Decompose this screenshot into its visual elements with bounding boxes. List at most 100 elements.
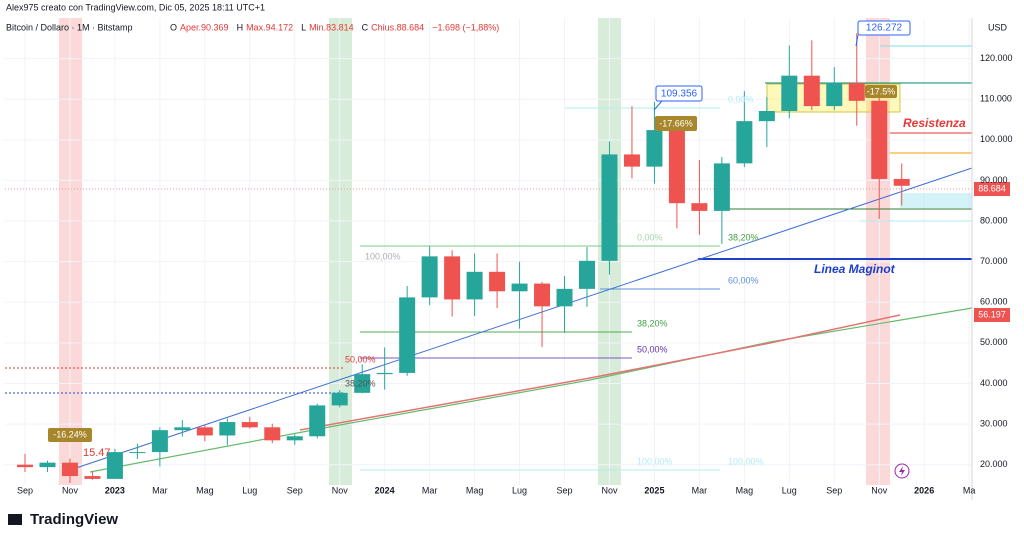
candle-body bbox=[646, 130, 663, 167]
ohlc-item: Chius.88.684 bbox=[371, 22, 424, 32]
candle-body bbox=[241, 422, 258, 428]
candle-body bbox=[264, 427, 281, 441]
candle-body bbox=[579, 260, 595, 289]
fib-label: 100,00% bbox=[728, 456, 764, 466]
fib-label: 38,20% bbox=[637, 318, 668, 328]
labels: Alex975 creato con TradingView.com, Dic … bbox=[6, 2, 1010, 528]
y-tick-label: 70.000 bbox=[980, 256, 1008, 266]
callout-arrow bbox=[855, 34, 859, 47]
fib-label: 100,00% bbox=[365, 251, 401, 261]
x-tick-label: 2023 bbox=[105, 485, 125, 495]
ohlc-legend: O Aper.90.369 H Max.94.172 L Min.83.814 C Chius… bbox=[170, 22, 499, 32]
fib-label: 38,20% bbox=[345, 378, 376, 388]
ohlc-item: Aper.90.369 bbox=[180, 22, 229, 32]
candle-body bbox=[219, 422, 236, 436]
price-tag-text: 56.197 bbox=[978, 309, 1006, 319]
trend-line bbox=[69, 167, 973, 471]
y-tick-label: 60.000 bbox=[980, 297, 1008, 307]
callout-text: -16.24% bbox=[53, 429, 87, 439]
currency: USD bbox=[988, 22, 1008, 32]
y-tick-label: 50.000 bbox=[980, 337, 1008, 347]
maginot-label: Linea Maginot bbox=[814, 262, 896, 276]
low-label: 15.47 bbox=[83, 447, 111, 459]
fib-label: 0,00% bbox=[728, 94, 754, 104]
candle-body bbox=[826, 82, 843, 107]
fib-label: 38,20% bbox=[728, 232, 759, 242]
price-tag-text: 88.684 bbox=[978, 183, 1006, 193]
x-tick-label: Lug bbox=[512, 485, 527, 495]
title: Bitcoin / Dollaro · 1M · Bitstamp bbox=[6, 22, 133, 32]
candle-body bbox=[61, 462, 78, 477]
y-tick-label: 30.000 bbox=[980, 418, 1008, 428]
x-tick-label: Lug bbox=[242, 485, 257, 495]
x-tick-label: Sep bbox=[826, 485, 842, 495]
candle-body bbox=[601, 154, 618, 261]
ohlc-item: C bbox=[362, 22, 369, 32]
resistance-label: Resistenza bbox=[903, 116, 966, 130]
candle-body bbox=[893, 178, 910, 186]
callout bbox=[48, 428, 92, 442]
candle-body bbox=[713, 163, 730, 211]
moving-average bbox=[89, 307, 973, 473]
credit: Alex975 creato con TradingView.com, Dic … bbox=[6, 2, 265, 12]
candle-body bbox=[556, 288, 573, 307]
candle-body bbox=[691, 203, 708, 211]
x-tick-label: Nov bbox=[871, 485, 888, 495]
x-tick-label: 2024 bbox=[375, 485, 395, 495]
fib-label: 0,00% bbox=[637, 232, 663, 242]
y-tick-label: 40.000 bbox=[980, 378, 1008, 388]
candle-body bbox=[623, 154, 640, 167]
candle-body bbox=[399, 297, 416, 373]
callout-text: 109.356 bbox=[661, 89, 698, 100]
candle-body bbox=[286, 436, 303, 441]
x-tick-label: Mag bbox=[736, 485, 754, 495]
y-tick-label: 80.000 bbox=[980, 215, 1008, 225]
y-tick-label: 120.000 bbox=[980, 53, 1013, 63]
y-tick-label: 110.000 bbox=[980, 94, 1012, 104]
grid bbox=[5, 18, 972, 485]
ohlc-item: H bbox=[237, 22, 244, 32]
candle-body bbox=[534, 283, 551, 307]
callout-text: 126.272 bbox=[866, 23, 903, 34]
candle-body bbox=[129, 452, 146, 454]
callout bbox=[655, 85, 703, 102]
candle-body bbox=[736, 121, 753, 164]
candles bbox=[17, 33, 910, 484]
ohlc-item: −1.698 (−1,88%) bbox=[432, 22, 499, 32]
x-tick-label: Sep bbox=[17, 485, 33, 495]
x-tick-label: Mar bbox=[692, 485, 708, 495]
y-tick-label: 90.000 bbox=[980, 175, 1008, 185]
x-tick-label: Mar bbox=[422, 485, 438, 495]
candle-body bbox=[84, 476, 101, 479]
candle-body bbox=[106, 452, 123, 479]
candle-body bbox=[309, 405, 326, 437]
candle-body bbox=[871, 100, 888, 179]
callout-arrow bbox=[653, 100, 663, 111]
callout-text: -17.5% bbox=[867, 86, 896, 96]
ohlc-item: Max.94.172 bbox=[246, 22, 293, 32]
x-tick-label: Ma bbox=[963, 485, 976, 495]
candle-body bbox=[421, 256, 438, 298]
x-tick-label: Nov bbox=[62, 485, 79, 495]
fib-label: 60,00% bbox=[728, 275, 759, 285]
candle-body bbox=[354, 374, 371, 393]
x-tick-label: Mag bbox=[196, 485, 214, 495]
candle-body bbox=[668, 130, 685, 204]
brand-logo bbox=[8, 514, 22, 525]
fib-label: 100,00% bbox=[637, 456, 673, 466]
x-tick-label: 2025 bbox=[644, 485, 664, 495]
band bbox=[329, 18, 352, 485]
candle-body bbox=[196, 427, 213, 436]
ohlc-item: O bbox=[170, 22, 177, 32]
x-tick-label: Mar bbox=[152, 485, 168, 495]
candle-body bbox=[781, 75, 798, 111]
candle-body bbox=[174, 427, 191, 431]
callout bbox=[655, 116, 697, 131]
price-tag bbox=[974, 308, 1010, 322]
x-tick-label: Nov bbox=[601, 485, 618, 495]
x-tick-label: 2026 bbox=[914, 485, 934, 495]
candle-body bbox=[331, 392, 348, 406]
y-tick-label: 100.000 bbox=[980, 134, 1013, 144]
brand: TradingView bbox=[30, 511, 118, 528]
